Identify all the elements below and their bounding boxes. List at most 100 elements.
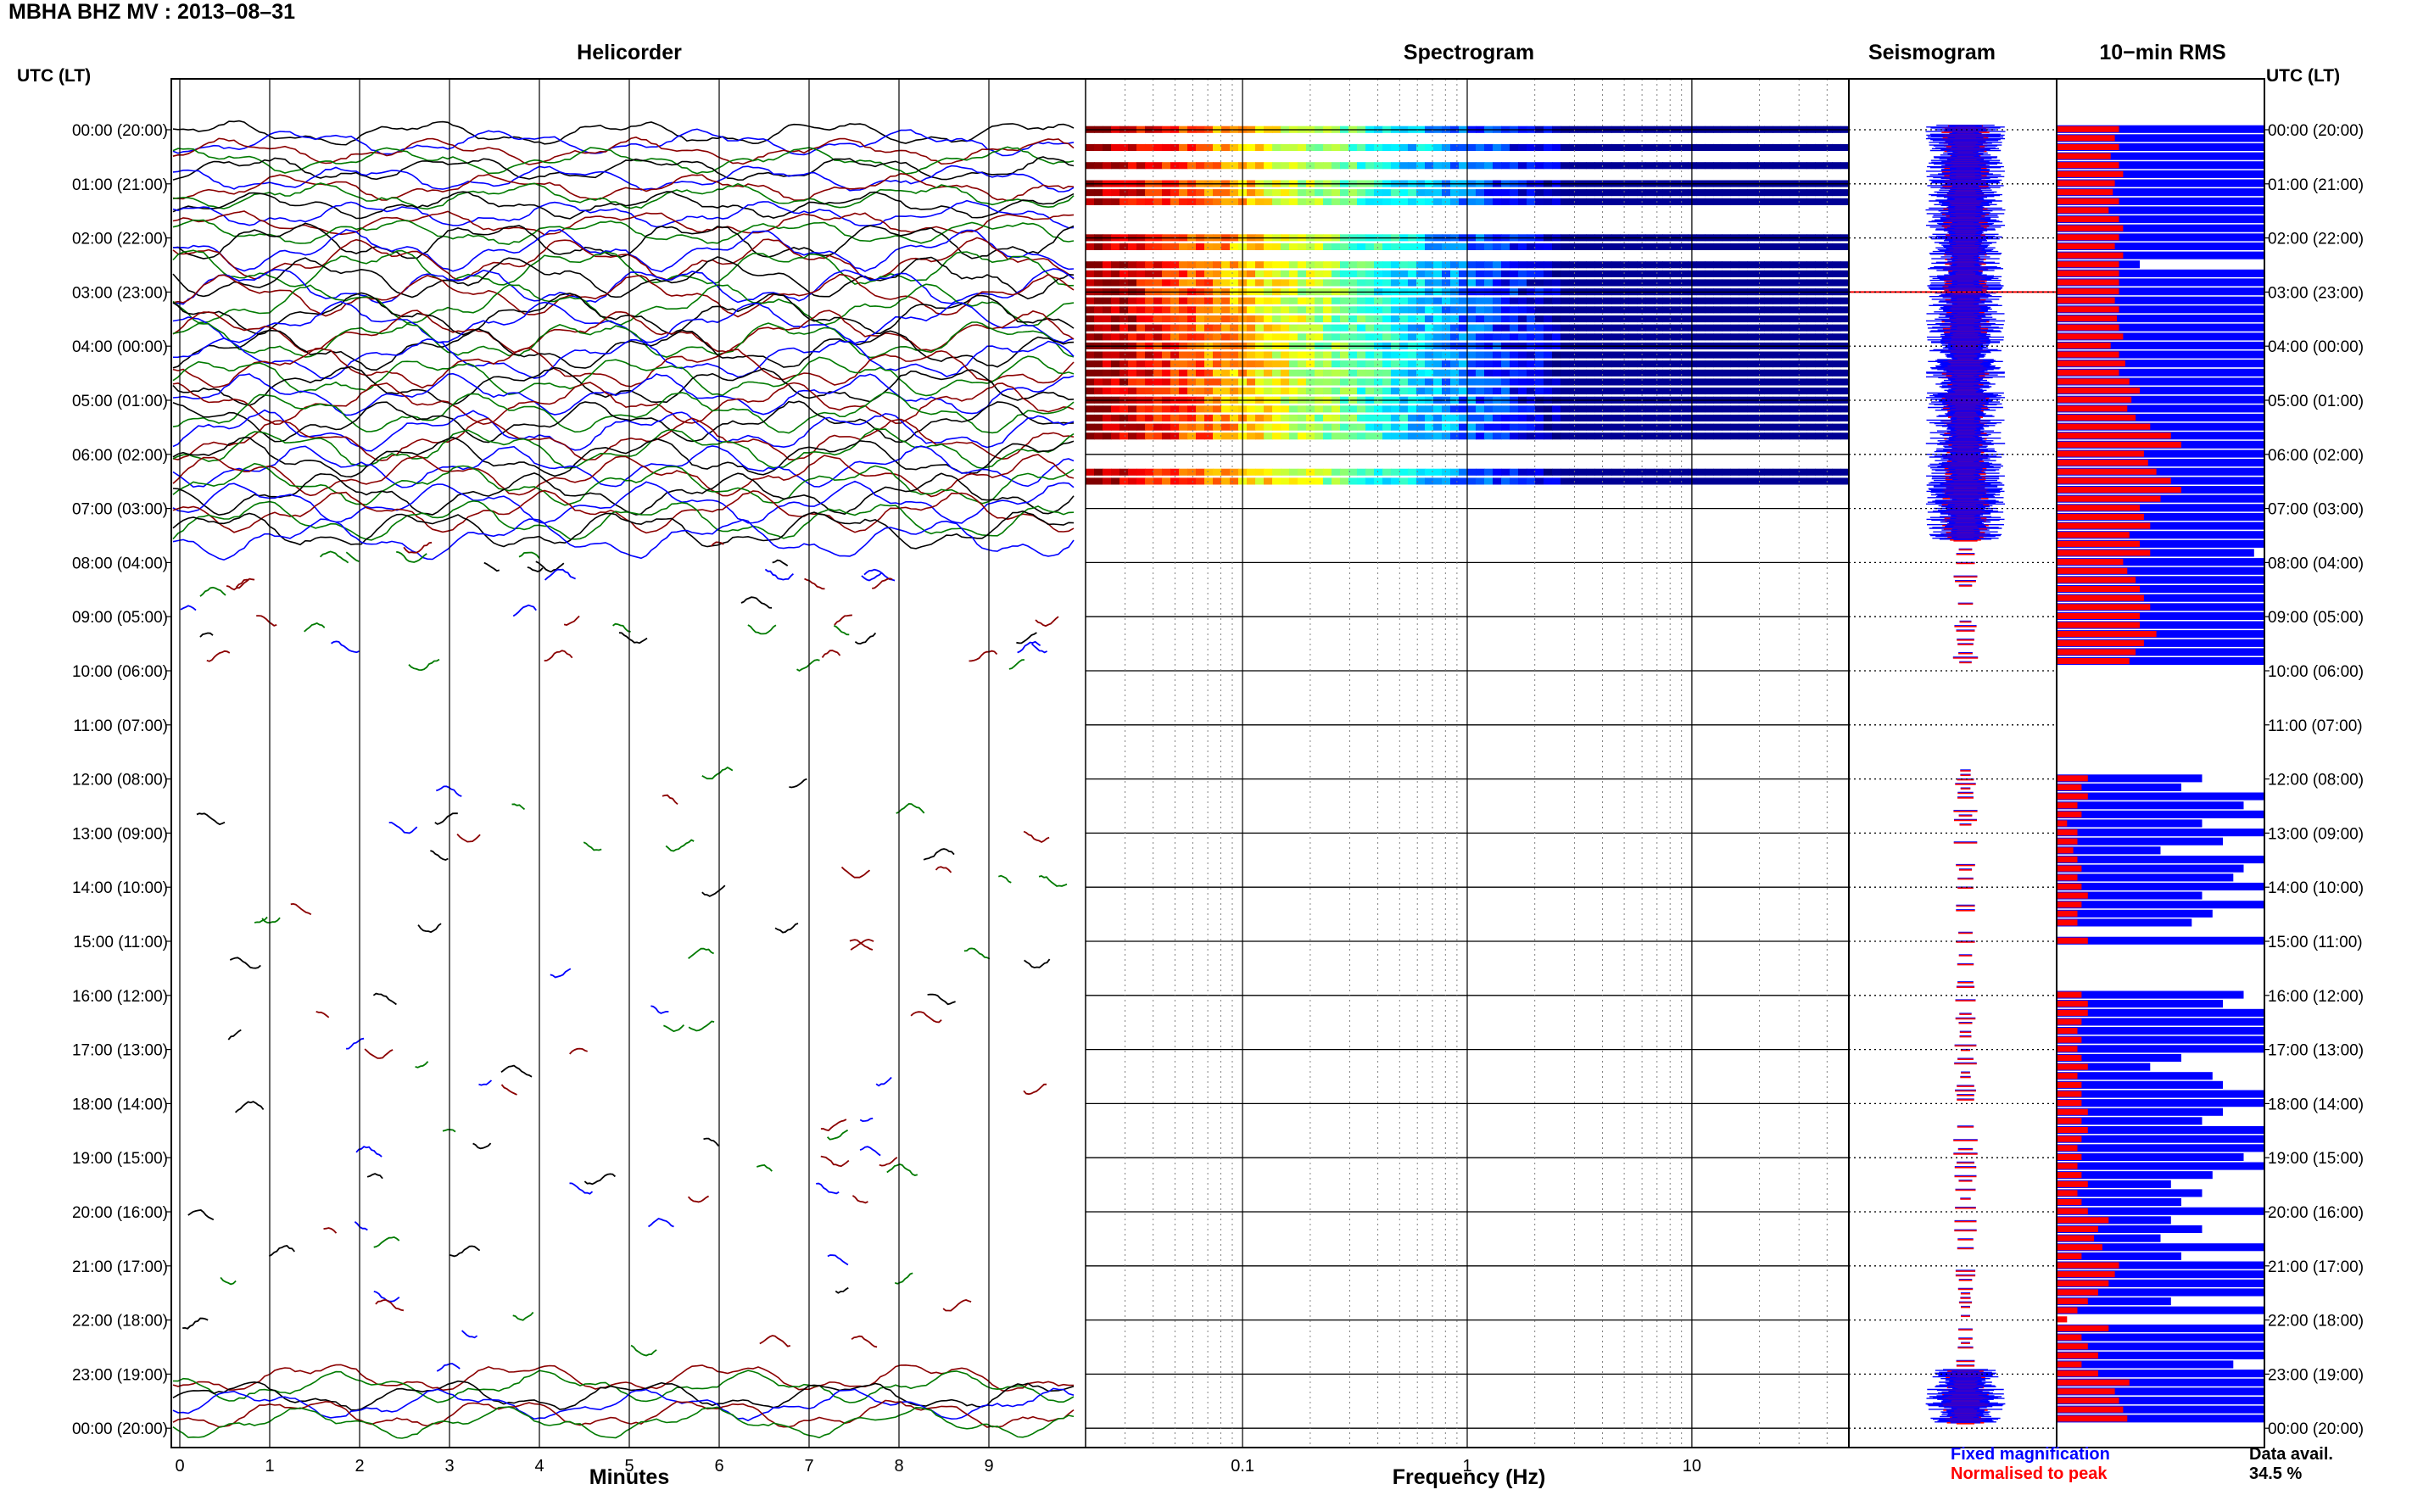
spectrogram-cell xyxy=(1128,306,1137,314)
spectrogram-cell xyxy=(1671,324,1680,332)
spectrogram-cell xyxy=(1815,279,1824,287)
spectrogram-cell xyxy=(1577,468,1587,476)
spectrogram-cell xyxy=(1281,162,1290,170)
spectrogram-cell xyxy=(1255,405,1265,413)
spectrogram-cell xyxy=(1705,477,1714,485)
spectrogram-cell xyxy=(1306,143,1315,151)
spectrogram-cell xyxy=(1221,388,1231,395)
helicorder-traces xyxy=(172,120,1075,1439)
spectrogram-cell xyxy=(1510,143,1519,151)
spectrogram-cell xyxy=(1298,297,1307,304)
spectrogram-cell xyxy=(1247,279,1256,287)
spectrogram-cell xyxy=(1196,432,1205,440)
spectrogram-cell xyxy=(1552,297,1561,304)
spectrogram-cell xyxy=(1247,405,1256,413)
spectrogram-cell xyxy=(1357,468,1366,476)
rms-bar-fixed xyxy=(2057,1045,2264,1053)
spectrogram-cell xyxy=(1484,405,1494,413)
spectrogram-cell xyxy=(1696,423,1706,431)
spectrogram-cell xyxy=(1289,143,1298,151)
spectrogram-cell xyxy=(1722,378,1731,386)
rms-bar-fixed xyxy=(2057,611,2264,620)
spectrogram-cell xyxy=(1255,279,1265,287)
spectrogram-cell xyxy=(1103,360,1112,368)
spectrogram-cell xyxy=(1128,189,1137,197)
spectrogram-cell xyxy=(1671,162,1680,170)
rms-bar-fixed xyxy=(2057,1216,2171,1225)
spectrogram-cell xyxy=(1408,414,1417,421)
spectrogram-cell xyxy=(1671,315,1680,323)
rms-bar-normalised xyxy=(2057,550,2151,556)
spectrogram-cell xyxy=(1832,189,1841,197)
spectrogram-cell xyxy=(1628,477,1638,485)
spectrogram-cell xyxy=(1552,388,1561,395)
spectrogram-cell xyxy=(1119,477,1129,485)
hour-label-left: 00:00 (20:00) xyxy=(72,1420,168,1438)
helicorder-segment xyxy=(415,1061,429,1068)
spectrogram-cell xyxy=(1119,189,1129,197)
spectrogram-cell xyxy=(1611,243,1621,250)
spectrogram-cell xyxy=(1136,143,1146,151)
spectrogram-cell xyxy=(1170,414,1180,421)
spectrogram-cell xyxy=(1739,143,1748,151)
spectrogram-cell xyxy=(1764,360,1773,368)
rms-bar-fixed xyxy=(2057,549,2254,557)
spectrogram-cell xyxy=(1153,243,1163,250)
spectrogram-cell xyxy=(1374,198,1383,205)
spectrogram-cell xyxy=(1289,414,1298,421)
spectrogram-cell xyxy=(1272,198,1281,205)
rms-bar-normalised xyxy=(2057,1415,2128,1422)
spectrogram-cell xyxy=(1306,243,1315,250)
spectrogram-cell xyxy=(1637,243,1646,250)
spectrogram-cell xyxy=(1323,297,1332,304)
rms-bar-fixed xyxy=(2057,882,2264,890)
spectrogram-cell xyxy=(1510,432,1519,440)
helicorder-segment xyxy=(840,866,871,879)
spectrogram-cell xyxy=(1815,162,1824,170)
spectrogram-cell xyxy=(1374,162,1383,170)
helicorder-segment xyxy=(816,1182,840,1195)
spectrogram-cell xyxy=(1756,369,1765,377)
spectrogram-cell xyxy=(1086,477,1095,485)
spectrogram-cell xyxy=(1679,333,1689,341)
helicorder-segment xyxy=(235,578,249,589)
spectrogram-cell xyxy=(1577,477,1587,485)
spectrogram-cell xyxy=(1476,405,1485,413)
spectrogram-cell xyxy=(1425,333,1434,341)
spectrogram-cell xyxy=(1569,360,1578,368)
spectrogram-cell xyxy=(1306,324,1315,332)
spectrogram-cell xyxy=(1713,315,1722,323)
rms-bar-fixed xyxy=(2057,1152,2244,1161)
spectrogram-cell xyxy=(1450,279,1460,287)
spectrogram-cell xyxy=(1442,162,1451,170)
spectrogram-cell xyxy=(1671,432,1680,440)
spectrogram-cell xyxy=(1645,388,1655,395)
spectrogram-cell xyxy=(1518,414,1527,421)
spectrogram-cell xyxy=(1654,315,1663,323)
spectrogram-cell xyxy=(1510,360,1519,368)
spectrogram-cell xyxy=(1332,405,1341,413)
spectrogram-cell xyxy=(1645,351,1655,359)
spectrogram-cell xyxy=(1611,414,1621,421)
spectrogram-cell xyxy=(1806,306,1816,314)
rms-bar-normalised xyxy=(2057,1280,2109,1286)
spectrogram-cell xyxy=(1603,388,1612,395)
spectrogram-cell xyxy=(1518,388,1527,395)
spectrogram-cell xyxy=(1230,369,1239,377)
rms-bar-fixed xyxy=(2057,170,2264,178)
spectrogram-cell xyxy=(1119,351,1129,359)
helicorder-trace xyxy=(172,222,1075,259)
spectrogram-cell xyxy=(1798,360,1807,368)
spectrogram-cell xyxy=(1840,270,1850,277)
minute-tick-label: 0 xyxy=(175,1457,184,1476)
spectrogram-cell xyxy=(1323,432,1332,440)
spectrogram-cell xyxy=(1823,279,1833,287)
spectrogram-cell xyxy=(1332,189,1341,197)
spectrogram-cell xyxy=(1654,388,1663,395)
spectrogram-cell xyxy=(1365,270,1375,277)
rms-bar-normalised xyxy=(2057,811,2082,817)
spectrogram-cell xyxy=(1561,243,1570,250)
spectrogram-cell xyxy=(1247,162,1256,170)
spectrogram-cell xyxy=(1272,324,1281,332)
spectrogram-cell xyxy=(1332,378,1341,386)
